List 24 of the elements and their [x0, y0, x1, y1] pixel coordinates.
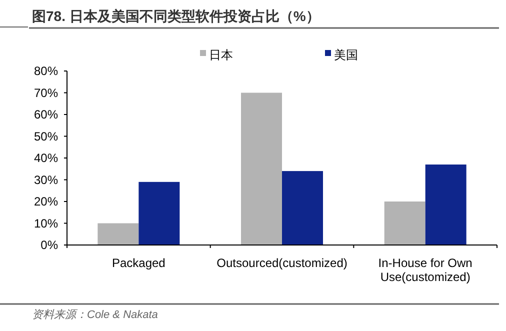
y-tick-label: 0% — [40, 238, 58, 252]
x-tick-label: Packaged — [112, 256, 166, 270]
bar — [384, 202, 426, 245]
x-tick-label: In-House for Own Use(customized) — [378, 256, 472, 284]
text: 资料来源：Cole & Nakata — [32, 308, 158, 321]
y-tick-label: 40% — [34, 151, 58, 165]
legend-item: 日本 — [200, 48, 233, 62]
x-tick-label: Outsourced(customized) — [216, 256, 348, 270]
bar — [98, 223, 139, 245]
bar — [241, 92, 282, 245]
legend-label: 美国 — [334, 48, 358, 62]
legend-label: 日本 — [209, 48, 233, 62]
bar — [138, 182, 180, 245]
y-tick-label: 60% — [34, 108, 58, 122]
bar — [425, 164, 466, 245]
y-tick-label: 80% — [34, 64, 58, 78]
y-tick-label: 70% — [34, 86, 58, 100]
bar — [282, 171, 323, 245]
y-tick-label: 10% — [34, 216, 58, 230]
chart-title: 图78. 日本及美国不同类型软件投资占比（%） — [32, 8, 320, 24]
legend-item: 美国 — [325, 48, 358, 62]
y-tick-label: 30% — [34, 172, 58, 187]
y-tick-label: 20% — [34, 194, 58, 208]
y-tick-label: 50% — [34, 129, 58, 144]
